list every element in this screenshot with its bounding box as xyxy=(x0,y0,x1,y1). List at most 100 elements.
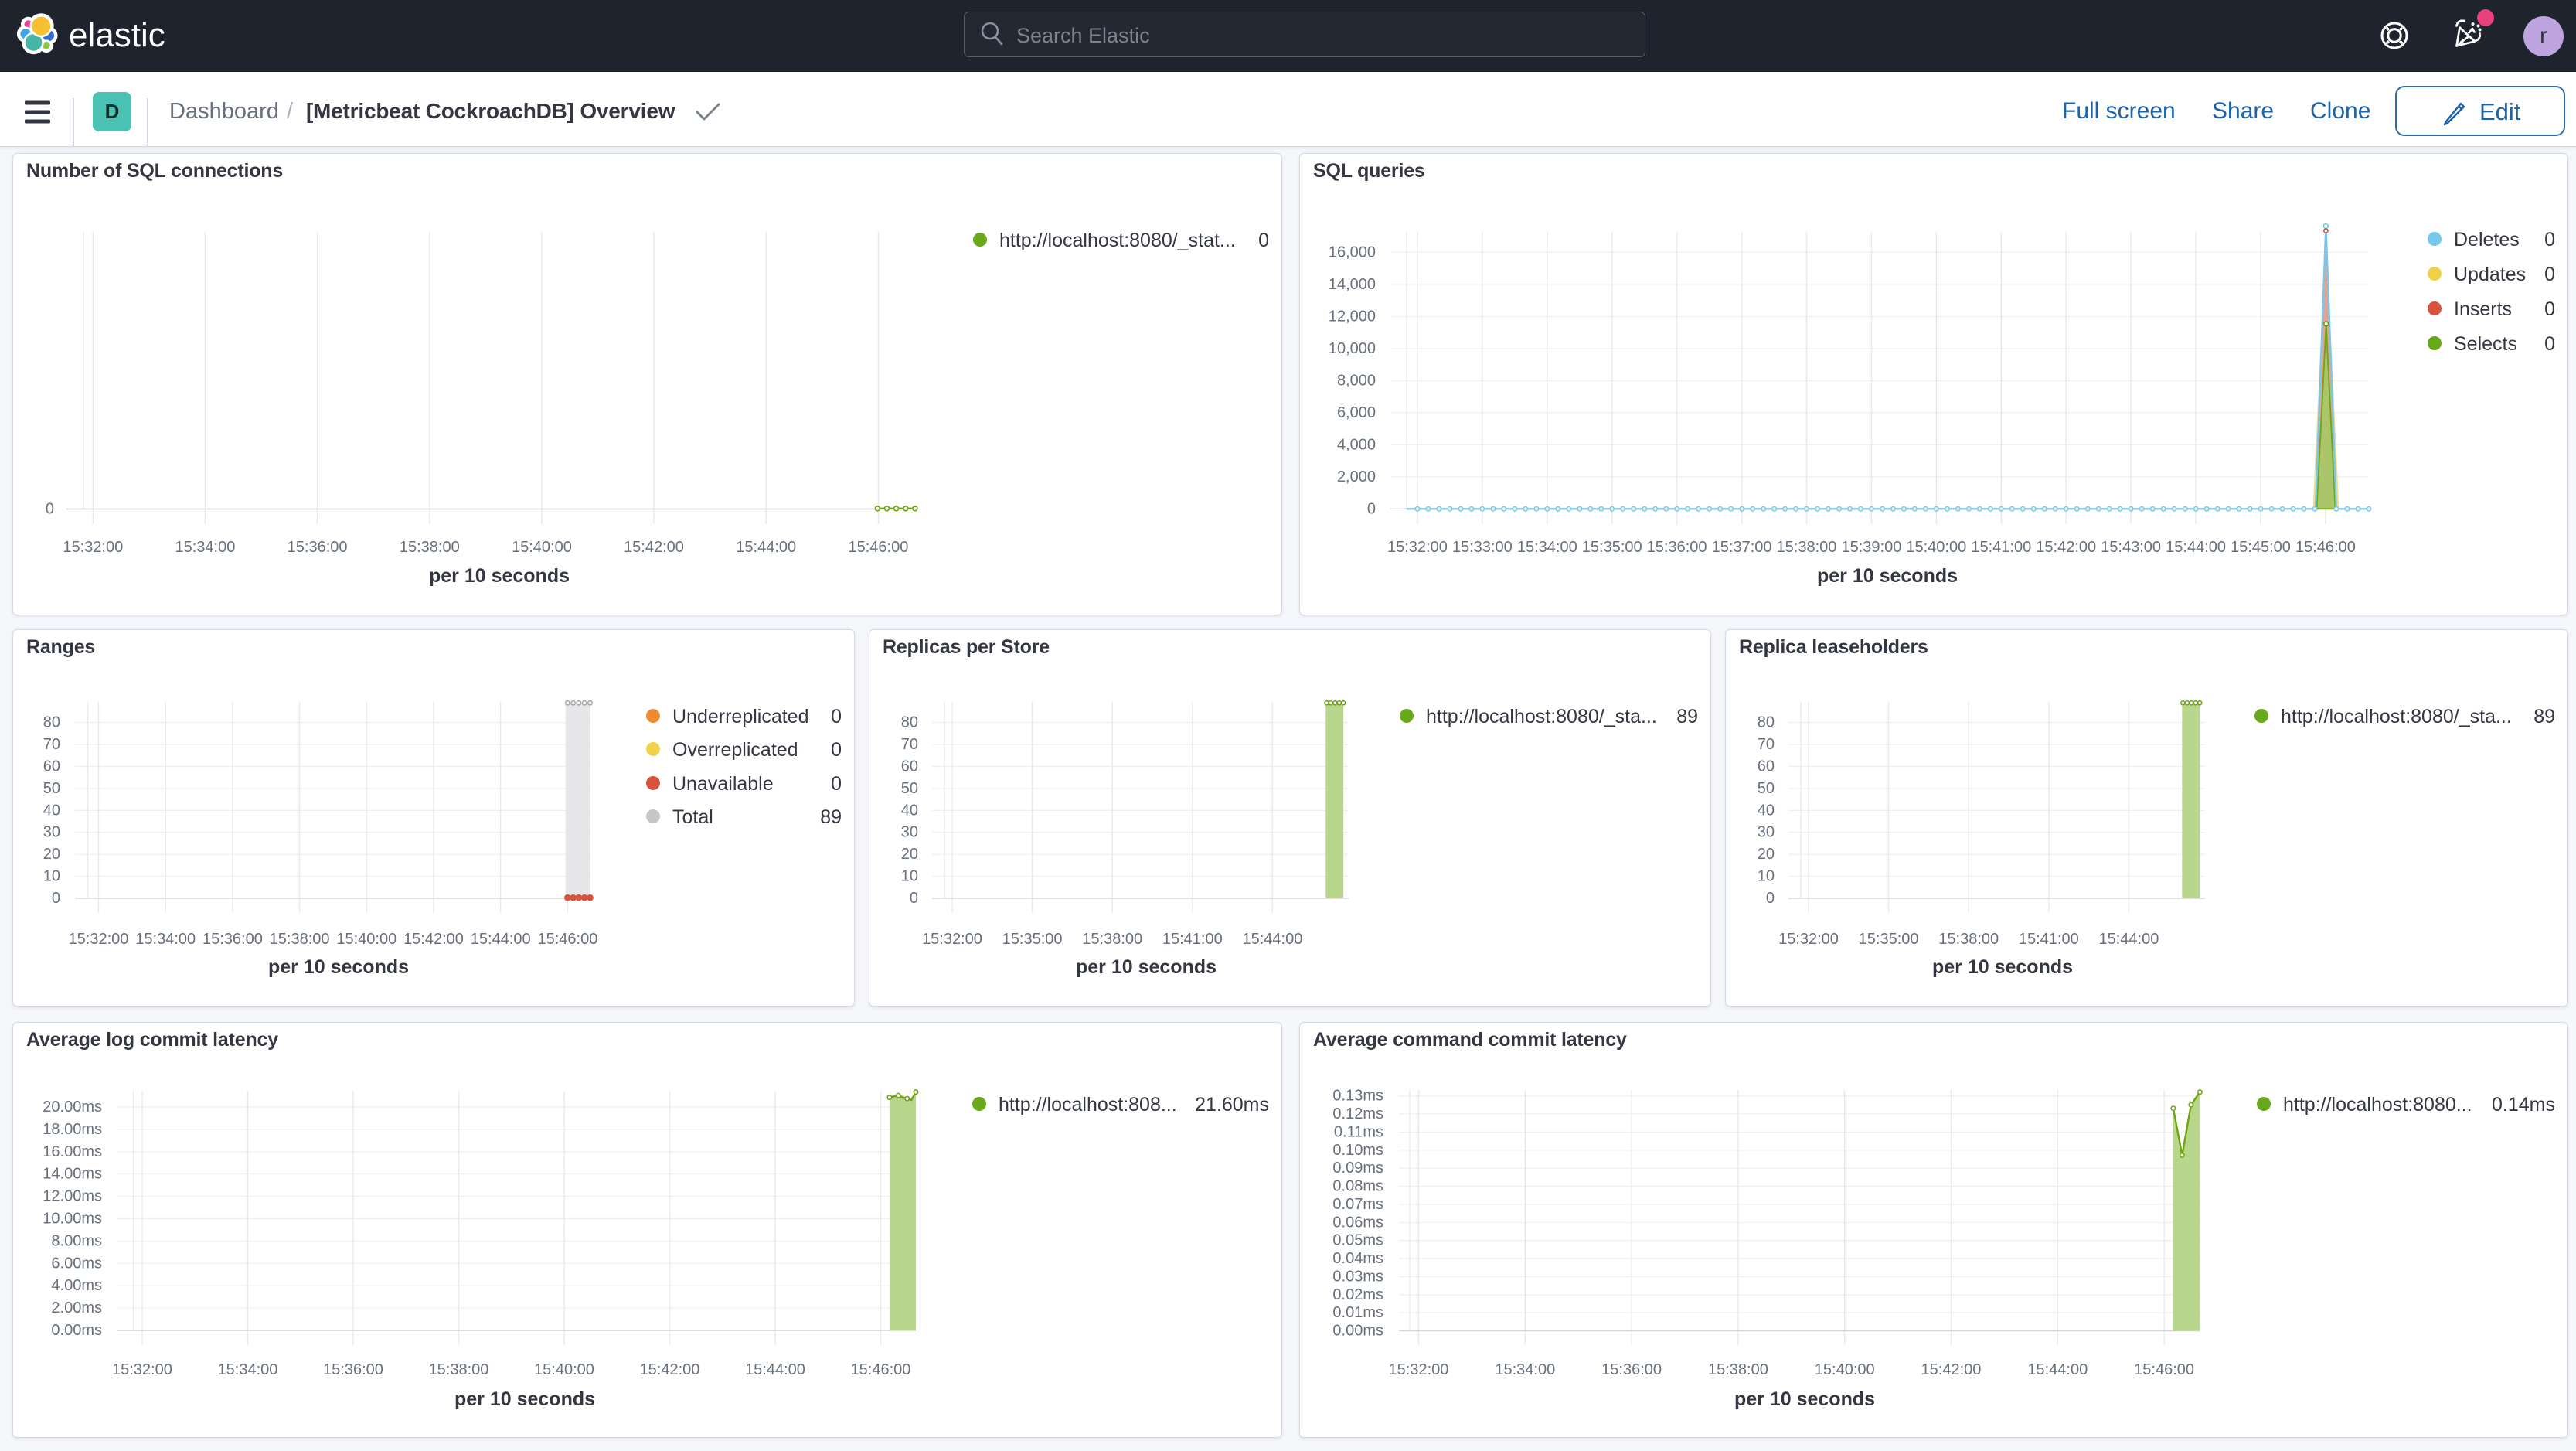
svg-text:50: 50 xyxy=(901,780,918,797)
svg-text:15:34:00: 15:34:00 xyxy=(135,931,196,948)
svg-text:15:42:00: 15:42:00 xyxy=(2036,539,2096,556)
svg-text:per 10 seconds: per 10 seconds xyxy=(1932,956,2073,978)
svg-text:70: 70 xyxy=(901,736,918,753)
svg-text:15:43:00: 15:43:00 xyxy=(2101,539,2161,556)
svg-text:0: 0 xyxy=(1367,500,1376,517)
svg-text:30: 30 xyxy=(901,824,918,841)
svg-text:15:46:00: 15:46:00 xyxy=(848,539,908,556)
svg-text:15:42:00: 15:42:00 xyxy=(1921,1361,1982,1378)
svg-text:12,000: 12,000 xyxy=(1329,308,1376,325)
svg-text:15:42:00: 15:42:00 xyxy=(624,539,684,556)
svg-text:15:39:00: 15:39:00 xyxy=(1841,539,1901,556)
svg-text:80: 80 xyxy=(43,714,60,731)
svg-text:10: 10 xyxy=(901,868,918,885)
svg-text:Updates: Updates xyxy=(2454,264,2526,285)
svg-text:15:44:00: 15:44:00 xyxy=(1242,931,1302,948)
svg-text:15:44:00: 15:44:00 xyxy=(2027,1361,2088,1378)
svg-text:6,000: 6,000 xyxy=(1337,404,1376,421)
svg-text:15:34:00: 15:34:00 xyxy=(1517,539,1577,556)
svg-text:0.03ms: 0.03ms xyxy=(1332,1268,1383,1285)
svg-text:15:32:00: 15:32:00 xyxy=(69,931,129,948)
svg-text:0.14ms: 0.14ms xyxy=(2492,1094,2555,1115)
svg-text:50: 50 xyxy=(43,780,60,797)
svg-text:0: 0 xyxy=(831,739,842,761)
svg-text:15:37:00: 15:37:00 xyxy=(1712,539,1772,556)
svg-text:8,000: 8,000 xyxy=(1337,372,1376,389)
svg-text:per 10 seconds: per 10 seconds xyxy=(454,1388,595,1410)
svg-text:15:35:00: 15:35:00 xyxy=(1002,931,1063,948)
svg-text:15:40:00: 15:40:00 xyxy=(534,1361,594,1378)
svg-text:15:41:00: 15:41:00 xyxy=(1971,539,2031,556)
svg-text:0.08ms: 0.08ms xyxy=(1332,1178,1383,1195)
svg-text:80: 80 xyxy=(1758,714,1775,731)
svg-text:16.00ms: 16.00ms xyxy=(43,1143,102,1160)
svg-text:15:41:00: 15:41:00 xyxy=(2019,931,2079,948)
svg-text:10: 10 xyxy=(1758,868,1775,885)
svg-text:15:46:00: 15:46:00 xyxy=(537,931,597,948)
svg-text:70: 70 xyxy=(43,736,60,753)
svg-text:15:38:00: 15:38:00 xyxy=(270,931,330,948)
svg-text:per 10 seconds: per 10 seconds xyxy=(1076,956,1217,978)
svg-text:89: 89 xyxy=(1676,706,1698,727)
svg-text:2,000: 2,000 xyxy=(1337,468,1376,485)
svg-text:0: 0 xyxy=(2544,333,2555,355)
svg-text:15:40:00: 15:40:00 xyxy=(1815,1361,1875,1378)
svg-text:0.04ms: 0.04ms xyxy=(1332,1250,1383,1267)
svg-text:0: 0 xyxy=(910,890,918,907)
svg-text:20.00ms: 20.00ms xyxy=(43,1098,102,1115)
svg-text:0.09ms: 0.09ms xyxy=(1332,1160,1383,1177)
svg-text:89: 89 xyxy=(2533,706,2555,727)
svg-text:40: 40 xyxy=(901,802,918,819)
svg-text:15:38:00: 15:38:00 xyxy=(1708,1361,1768,1378)
svg-text:Unavailable: Unavailable xyxy=(672,773,774,795)
svg-text:15:42:00: 15:42:00 xyxy=(403,931,464,948)
svg-text:15:46:00: 15:46:00 xyxy=(2134,1361,2194,1378)
svg-text:20: 20 xyxy=(901,846,918,863)
svg-text:15:34:00: 15:34:00 xyxy=(175,539,235,556)
svg-text:15:38:00: 15:38:00 xyxy=(1082,931,1142,948)
svg-text:40: 40 xyxy=(1758,802,1775,819)
svg-text:0.00ms: 0.00ms xyxy=(51,1322,102,1339)
svg-text:15:32:00: 15:32:00 xyxy=(1778,931,1839,948)
svg-text:15:32:00: 15:32:00 xyxy=(63,539,123,556)
svg-text:http://localhost:8080...: http://localhost:8080... xyxy=(2283,1094,2472,1115)
svg-text:15:36:00: 15:36:00 xyxy=(1601,1361,1662,1378)
svg-text:15:35:00: 15:35:00 xyxy=(1859,931,1919,948)
svg-text:15:32:00: 15:32:00 xyxy=(1389,1361,1449,1378)
svg-text:0: 0 xyxy=(2544,264,2555,285)
svg-text:15:40:00: 15:40:00 xyxy=(336,931,396,948)
svg-text:0: 0 xyxy=(2544,298,2555,320)
svg-text:89: 89 xyxy=(820,806,842,828)
svg-text:60: 60 xyxy=(43,758,60,775)
svg-text:15:46:00: 15:46:00 xyxy=(2295,539,2356,556)
svg-text:15:38:00: 15:38:00 xyxy=(400,539,460,556)
svg-text:21.60ms: 21.60ms xyxy=(1195,1094,1269,1115)
svg-text:15:36:00: 15:36:00 xyxy=(323,1361,383,1378)
svg-text:20: 20 xyxy=(43,846,60,863)
svg-text:Selects: Selects xyxy=(2454,333,2517,355)
svg-text:16,000: 16,000 xyxy=(1329,244,1376,261)
svg-text:70: 70 xyxy=(1758,736,1775,753)
svg-text:0.00ms: 0.00ms xyxy=(1332,1323,1383,1340)
svg-text:18.00ms: 18.00ms xyxy=(43,1121,102,1138)
svg-text:15:36:00: 15:36:00 xyxy=(202,931,263,948)
svg-text:http://localhost:808...: http://localhost:808... xyxy=(999,1094,1177,1115)
svg-text:http://localhost:8080/_sta...: http://localhost:8080/_sta... xyxy=(2281,706,2512,727)
svg-text:15:44:00: 15:44:00 xyxy=(2098,931,2159,948)
svg-text:15:38:00: 15:38:00 xyxy=(1938,931,1999,948)
svg-text:15:38:00: 15:38:00 xyxy=(429,1361,489,1378)
svg-text:30: 30 xyxy=(1758,824,1775,841)
svg-text:15:41:00: 15:41:00 xyxy=(1162,931,1223,948)
svg-text:per 10 seconds: per 10 seconds xyxy=(1817,565,1958,587)
svg-text:15:45:00: 15:45:00 xyxy=(2231,539,2291,556)
svg-text:15:44:00: 15:44:00 xyxy=(2166,539,2226,556)
svg-text:15:36:00: 15:36:00 xyxy=(288,539,348,556)
svg-text:0.11ms: 0.11ms xyxy=(1334,1123,1383,1140)
svg-text:0.06ms: 0.06ms xyxy=(1332,1214,1383,1231)
svg-text:0: 0 xyxy=(1258,230,1269,251)
svg-text:60: 60 xyxy=(1758,758,1775,775)
svg-text:15:32:00: 15:32:00 xyxy=(112,1361,172,1378)
svg-text:0.12ms: 0.12ms xyxy=(1332,1105,1383,1122)
svg-text:15:35:00: 15:35:00 xyxy=(1582,539,1642,556)
svg-text:40: 40 xyxy=(43,802,60,819)
